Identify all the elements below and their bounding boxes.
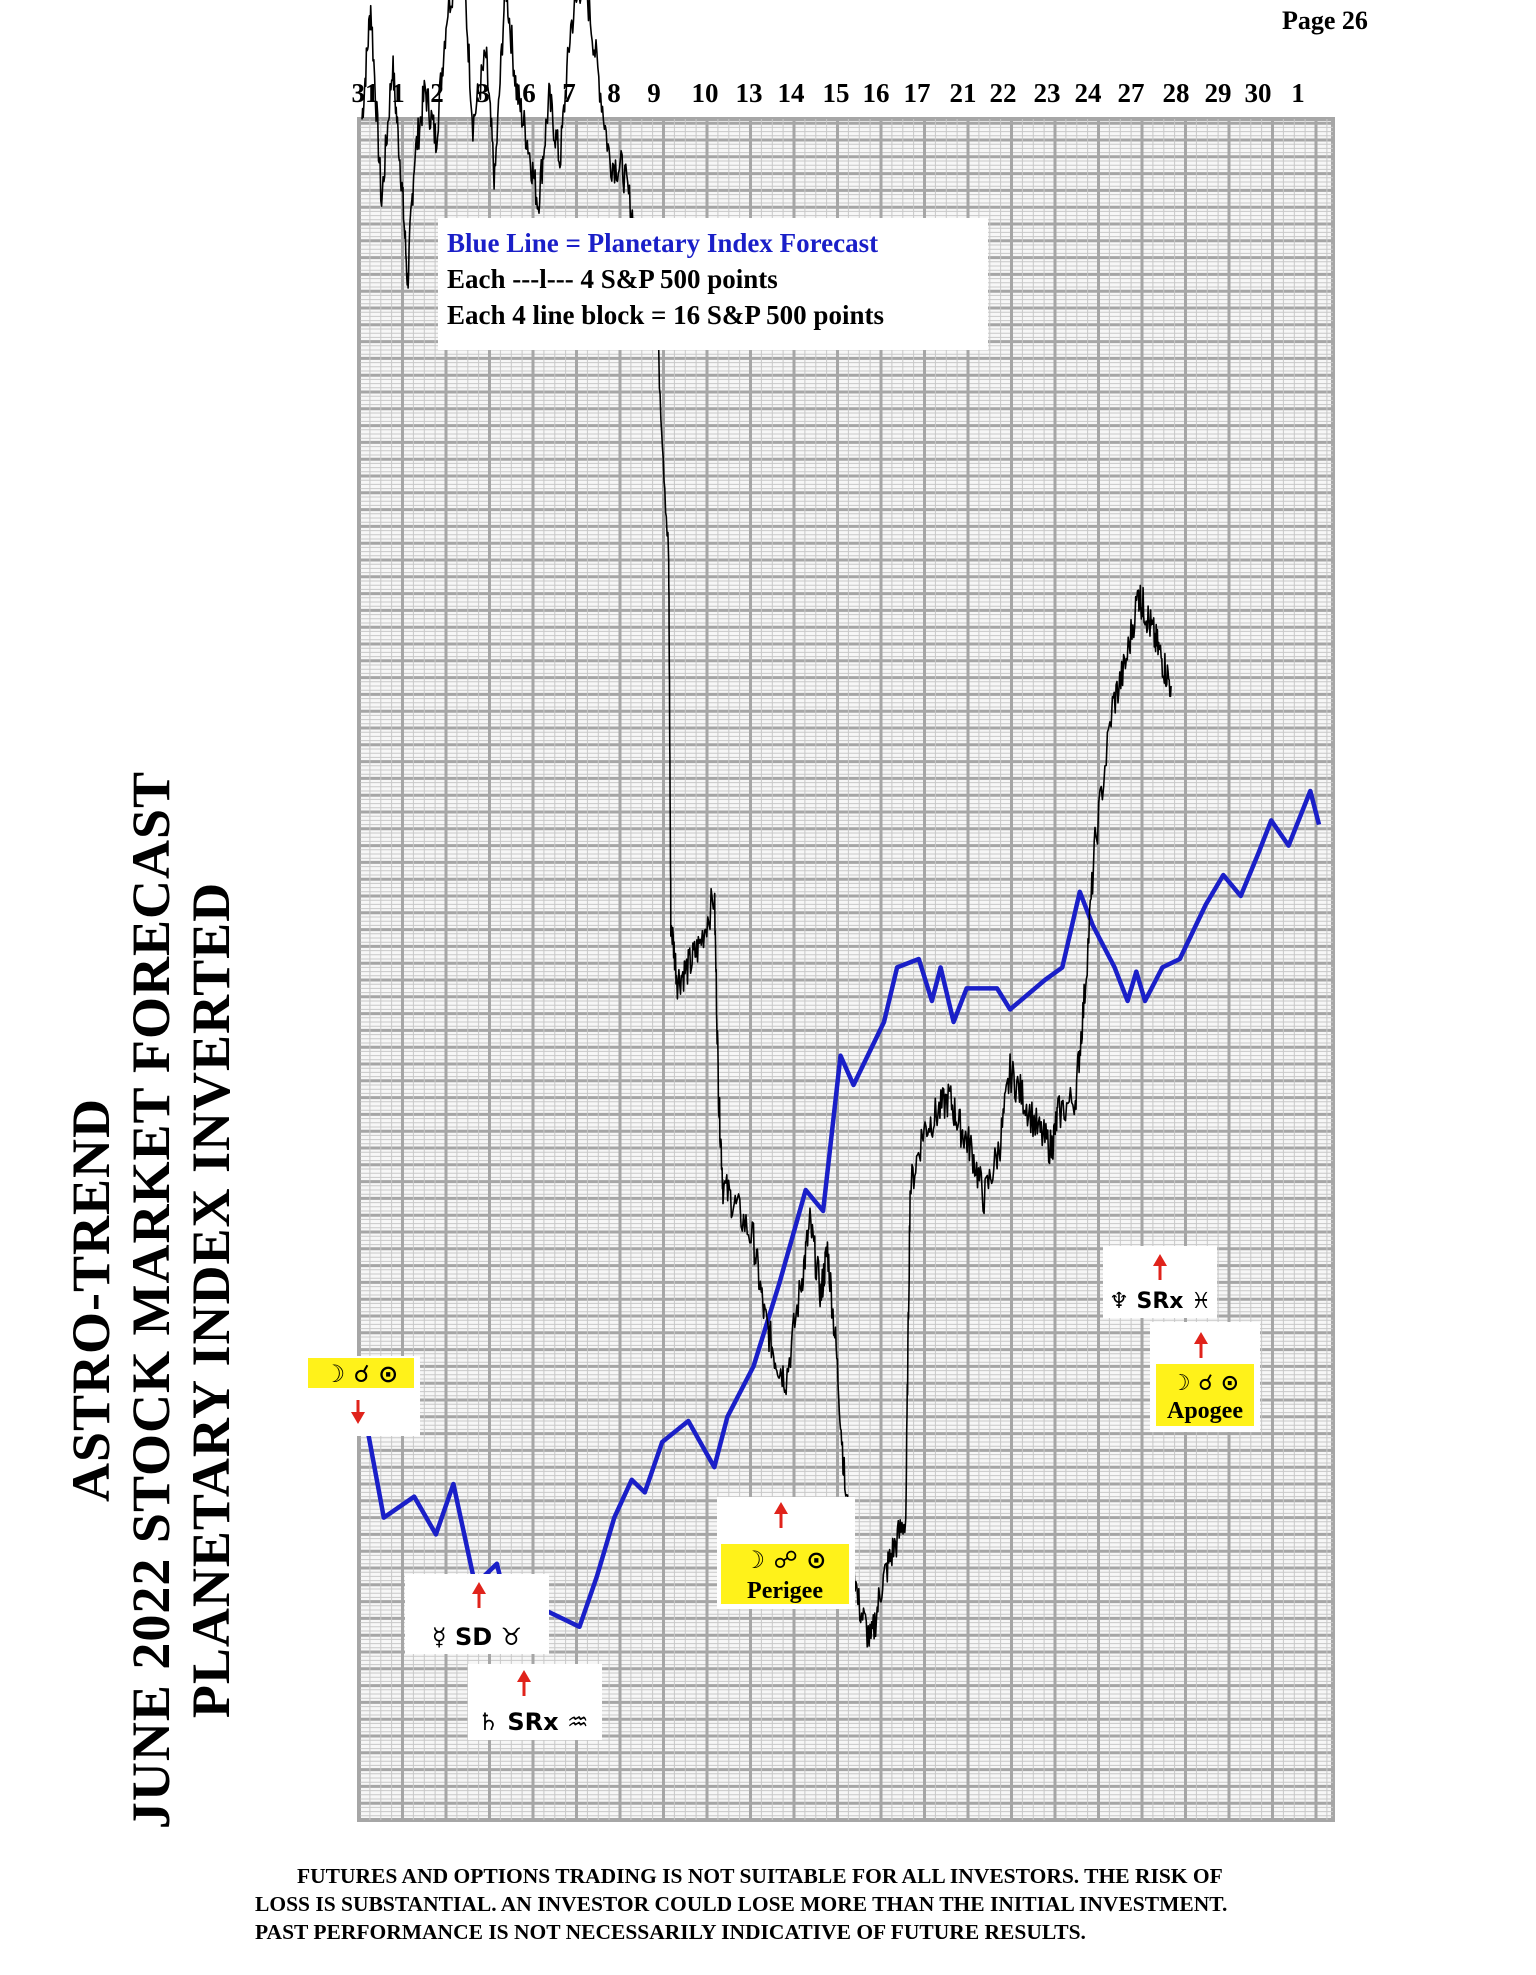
- annotation-new-moon-conjunction: ☽ ☌ ⊙: [304, 1356, 420, 1436]
- annotation-perigee: ☽ ☍ ⊙ Perigee: [717, 1497, 855, 1609]
- x-tick-label: 13: [736, 78, 763, 108]
- x-tick-label: 8: [607, 78, 621, 108]
- legend-box: Blue Line = Planetary Index Forecast Eac…: [438, 218, 988, 350]
- arrow-up-icon: [1194, 1332, 1208, 1344]
- x-axis-ticks: 31 1 2 3 6 7 8 9 10 13 14 15 16 17 21 22 23 24 27 28 29 30 1: [352, 78, 1305, 108]
- x-tick-label: 27: [1118, 78, 1145, 108]
- x-tick-label: 22: [990, 78, 1017, 108]
- annotation-saturn-retrograde: ♄ SRx ♒: [468, 1664, 602, 1740]
- page-number: Page 26: [1282, 6, 1368, 35]
- highlight: [721, 1544, 849, 1604]
- astro-glyphs: ♆ SRx ♓: [1109, 1289, 1211, 1314]
- arrow-up-icon: [1153, 1254, 1167, 1266]
- annotation-apogee: ☽ ☌ ⊙ Apogee: [1150, 1322, 1260, 1432]
- astro-glyphs: ☽ ☌ ⊙: [1171, 1371, 1239, 1396]
- arrow-down-icon: [351, 1412, 365, 1424]
- disclaimer-line-1: FUTURES AND OPTIONS TRADING IS NOT SUITA…: [297, 1864, 1223, 1888]
- x-tick-label: 16: [863, 78, 890, 108]
- arrow-up-icon: [517, 1670, 531, 1682]
- legend-line-1: Blue Line = Planetary Index Forecast: [447, 228, 878, 258]
- price-line: [361, 0, 1172, 1648]
- astro-glyphs: ☽ ☍ ⊙: [744, 1546, 827, 1574]
- x-tick-label: 24: [1075, 78, 1102, 108]
- x-tick-label: 3: [476, 78, 490, 108]
- legend-line-3: Each 4 line block = 16 S&P 500 points: [447, 300, 884, 330]
- x-tick-label: 9: [647, 78, 661, 108]
- highlight: [1156, 1364, 1254, 1426]
- x-tick-label: 1: [1291, 78, 1305, 108]
- x-tick-label: 15: [823, 78, 850, 108]
- legend-line-2: Each ---l--- 4 S&P 500 points: [447, 264, 778, 294]
- astro-glyphs: ☽ ☌ ⊙: [324, 1360, 398, 1388]
- annotation-neptune-retrograde: ♆ SRx ♓: [1103, 1246, 1217, 1318]
- x-tick-label: 6: [522, 78, 536, 108]
- arrow-up-icon: [774, 1502, 788, 1514]
- x-tick-label: 29: [1205, 78, 1232, 108]
- x-tick-label: 30: [1245, 78, 1272, 108]
- highlight: [308, 1358, 414, 1388]
- forecast-chart: 31 1 2 3 6 7 8 9 10 13 14 15 16 17 21 22 23 24 27 28 29 30 1 B…: [304, 0, 1335, 1822]
- perigee-label: Perigee: [747, 1578, 823, 1604]
- x-tick-label: 28: [1163, 78, 1190, 108]
- disclaimer-line-2: LOSS IS SUBSTANTIAL. AN INVESTOR COULD L…: [255, 1892, 1228, 1916]
- x-tick-label: 14: [778, 78, 805, 108]
- apogee-label: Apogee: [1167, 1398, 1243, 1424]
- astro-glyphs: ☿ SD ♉: [432, 1623, 522, 1651]
- x-tick-label: 23: [1034, 78, 1061, 108]
- astro-annotations: ☽ ☌ ⊙ ☿ SD ♉ ♄ SRx ♒ ☽ ☍ ⊙ Perigee: [304, 1246, 1260, 1740]
- disclaimer: FUTURES AND OPTIONS TRADING IS NOT SUITA…: [255, 1862, 1505, 1946]
- astro-glyphs: ♄ SRx ♒: [478, 1708, 589, 1736]
- arrow-up-icon: [472, 1582, 486, 1594]
- x-tick-label: 21: [950, 78, 977, 108]
- x-tick-label: 10: [692, 78, 719, 108]
- x-tick-label: 17: [904, 78, 931, 108]
- annotation-mercury-direct: ☿ SD ♉: [405, 1574, 549, 1654]
- disclaimer-line-3: PAST PERFORMANCE IS NOT NECESSARILY INDI…: [255, 1920, 1086, 1944]
